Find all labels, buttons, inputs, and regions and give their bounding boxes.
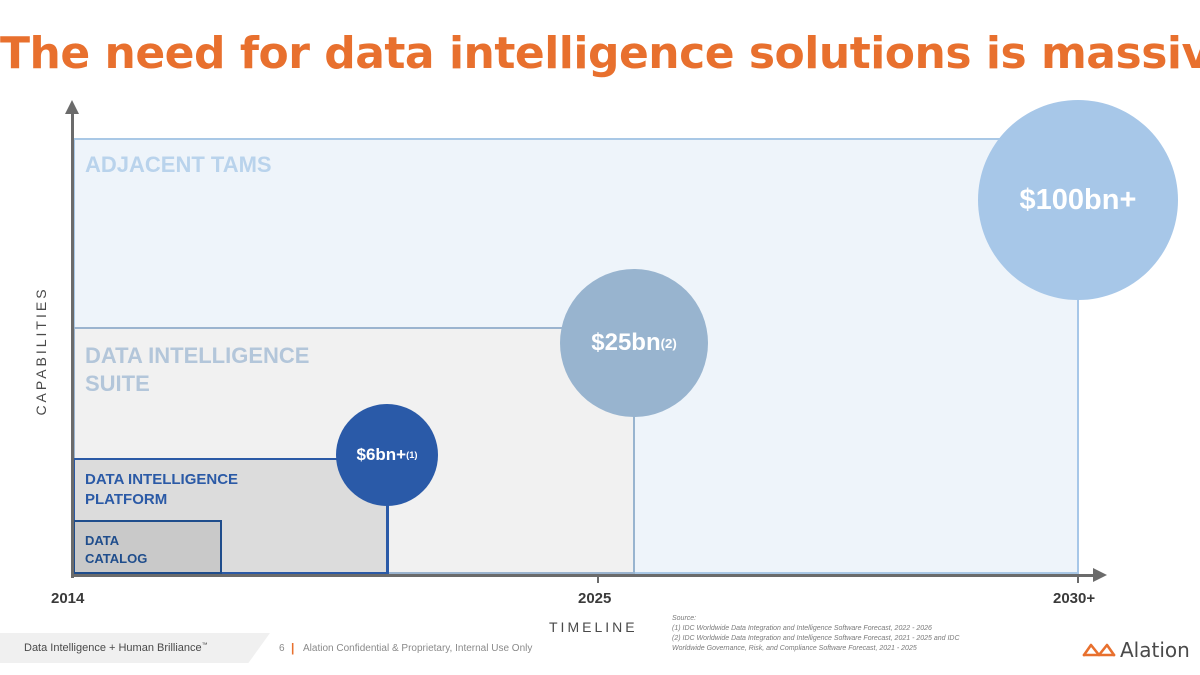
stem-100bn xyxy=(1077,295,1079,574)
catalog-label-line1: DATA xyxy=(85,533,120,548)
x-tick-2025 xyxy=(597,574,599,583)
source-notes: Source: (1) IDC Worldwide Data Integrati… xyxy=(672,614,960,654)
source-line-1: (1) IDC Worldwide Data Integration and I… xyxy=(672,625,932,632)
market-100bn-circle: $100bn+ xyxy=(978,100,1178,300)
market-25bn-circle: $25bn (2) xyxy=(560,269,708,417)
data-catalog-label: DATA CATALOG xyxy=(85,532,147,568)
market-6bn-note: (1) xyxy=(406,450,418,460)
source-line-3: Worldwide Governance, Risk, and Complian… xyxy=(672,645,917,652)
x-tick-2030 xyxy=(1077,574,1079,583)
page-title: The need for data intelligence solutions… xyxy=(0,28,1200,79)
market-25bn-note: (2) xyxy=(660,335,677,351)
data-catalog-region xyxy=(73,520,222,574)
y-axis-line xyxy=(71,112,74,578)
adjacent-tams-label: ADJACENT TAMS xyxy=(85,152,272,177)
suite-label-line1: DATA INTELLIGENCE xyxy=(85,343,310,368)
footer-tagline-text: Data Intelligence + Human Brilliance xyxy=(24,642,202,654)
footer-tag-background xyxy=(0,633,270,663)
data-intelligence-suite-label: DATA INTELLIGENCE SUITE xyxy=(85,342,309,398)
market-25bn-value: $25bn xyxy=(591,329,661,356)
footer-trademark: ™ xyxy=(201,642,208,649)
market-100bn-value: $100bn+ xyxy=(1019,183,1137,216)
x-axis-line xyxy=(71,574,1093,577)
footer-separator: | xyxy=(291,641,295,655)
alation-logo-text: Alation xyxy=(1120,638,1190,662)
page-number: 6 xyxy=(279,643,285,654)
x-tick-label-2014: 2014 xyxy=(51,590,85,607)
y-axis-title-text: CAPABILITIES xyxy=(33,286,49,416)
x-tick-label-2030: 2030+ xyxy=(1053,590,1096,607)
catalog-label-line2: CATALOG xyxy=(85,551,148,566)
source-heading: Source: xyxy=(672,615,697,622)
x-axis-title: TIMELINE xyxy=(549,619,638,635)
stem-6bn xyxy=(387,500,389,574)
platform-label-line2: PLATFORM xyxy=(85,491,168,508)
alation-logo-icon xyxy=(1082,643,1116,657)
source-line-2: (2) IDC Worldwide Data Integration and I… xyxy=(672,635,960,642)
x-tick-label-2025: 2025 xyxy=(578,590,612,607)
data-intelligence-platform-label: DATA INTELLIGENCE PLATFORM xyxy=(85,470,238,510)
footer-tagline: Data Intelligence + Human Brilliance™ xyxy=(24,642,208,654)
market-6bn-circle: $6bn+ (1) xyxy=(336,404,438,506)
stem-25bn xyxy=(633,412,635,574)
suite-label-line2: SUITE xyxy=(85,371,150,396)
confidentiality-notice: Alation Confidential & Proprietary, Inte… xyxy=(303,643,533,654)
x-axis-arrow-icon xyxy=(1093,568,1107,582)
platform-label-line1: DATA INTELLIGENCE xyxy=(85,471,239,488)
market-6bn-value: $6bn+ xyxy=(356,445,407,464)
y-axis-arrow-icon xyxy=(65,100,79,114)
alation-logo: Alation xyxy=(1082,638,1190,662)
